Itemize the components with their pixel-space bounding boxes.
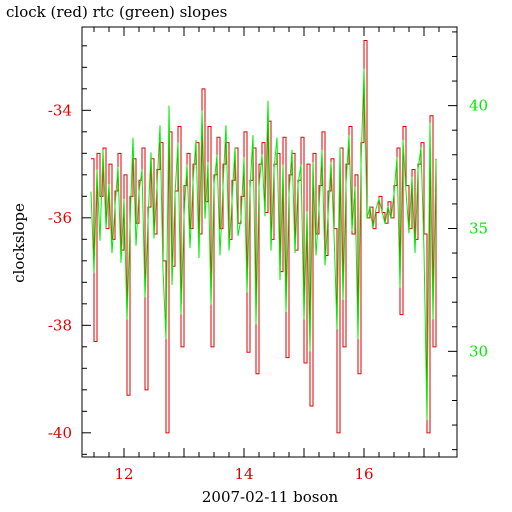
x-tick-label: 12 [114,465,133,483]
y-right-tick-label: 30 [469,342,488,360]
series-clock-line [91,39,437,434]
x-tick-label: 16 [354,465,373,483]
y-left-tick-label: -40 [48,424,72,442]
plot-frame [81,26,458,458]
y-right-tick-label: 35 [469,219,488,237]
y-left-tick-label: -38 [48,316,72,334]
axes: 12 14 16 -34 -36 -38 -40 40 35 30 [48,27,488,483]
series-rtc-line [90,68,437,421]
x-axis-label: 2007-02-11 boson [202,488,339,506]
y-left-tick-label: -34 [48,101,72,119]
plot-area [90,39,437,434]
x-tick-label: 14 [234,465,253,483]
y-left-tick-label: -36 [48,209,72,227]
y-axis-label: clockslope [10,203,28,283]
chart-title: clock (red) rtc (green) slopes [6,3,227,21]
y-right-tick-label: 40 [469,97,488,115]
